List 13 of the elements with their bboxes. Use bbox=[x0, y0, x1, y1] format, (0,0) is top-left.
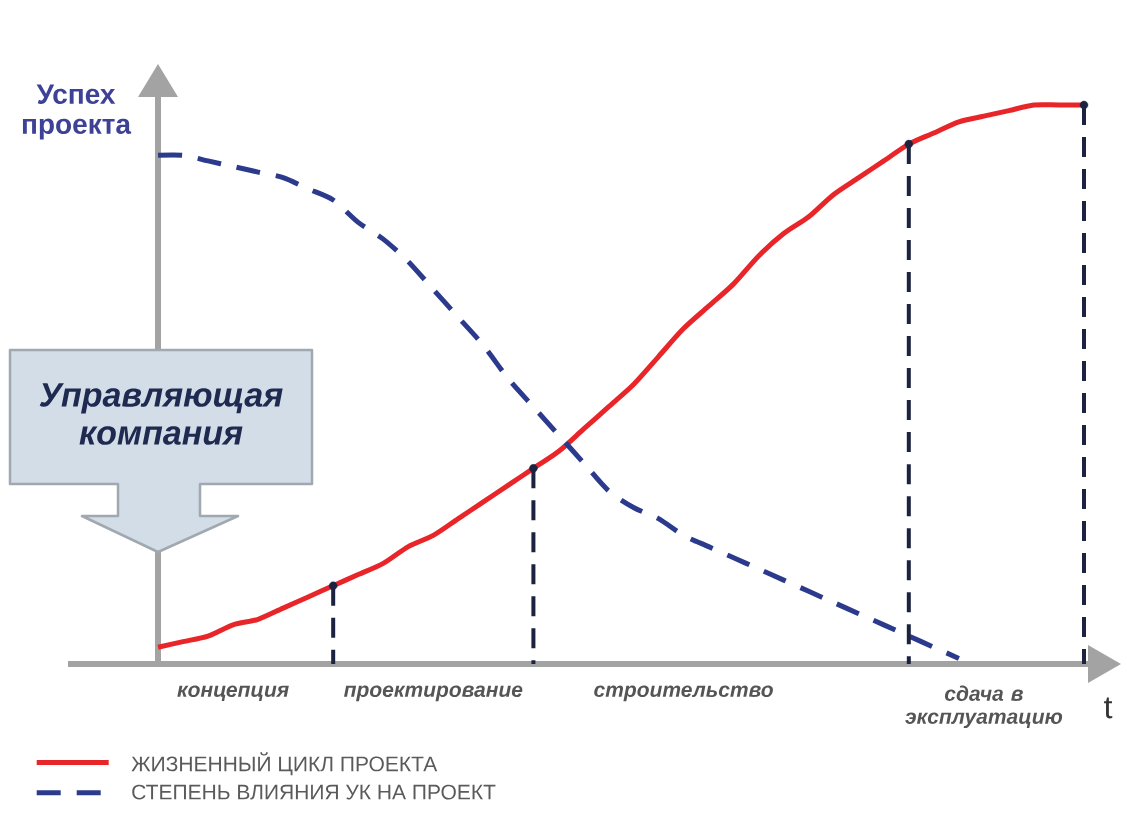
y-axis-title: Успех проекта bbox=[22, 84, 132, 140]
x-tick-label: сдача в эксплуатацию bbox=[905, 685, 1063, 729]
point bbox=[1079, 100, 1089, 110]
legend-label: ЖИЗНЕННЫЙ ЦИКЛ ПРОЕКТА bbox=[131, 752, 438, 776]
point bbox=[328, 581, 338, 590]
x-tick-label: проектирование bbox=[344, 685, 523, 702]
x-tick-label: концепция bbox=[177, 685, 289, 702]
x-tick-label: строительство bbox=[594, 685, 773, 702]
annotation: Управляющая компания bbox=[39, 383, 283, 445]
point bbox=[904, 139, 914, 149]
point bbox=[529, 464, 538, 473]
legend-label: СТЕПЕНЬ ВЛИЯНИЯ УК НА ПРОЕКТ bbox=[132, 784, 496, 800]
x-axis-title: t bbox=[1104, 697, 1113, 719]
